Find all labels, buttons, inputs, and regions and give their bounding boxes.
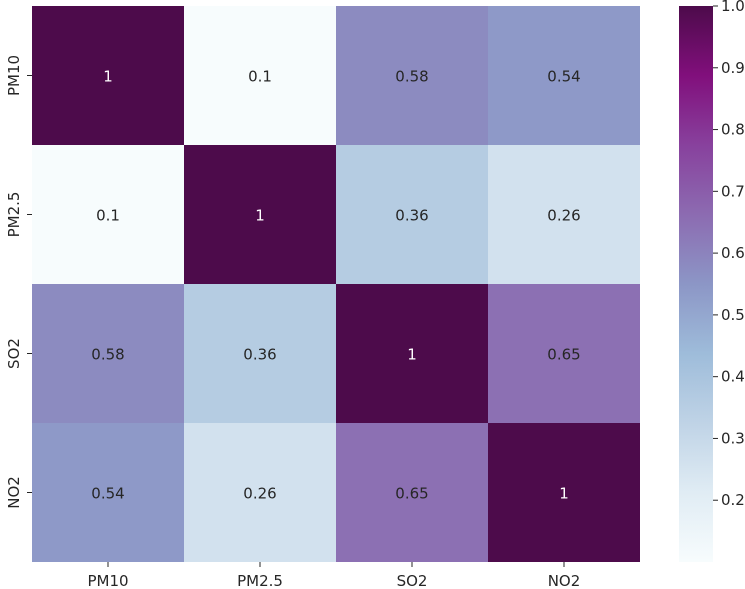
colorbar-tick-label: 0.3 — [721, 429, 745, 447]
heatmap-cell — [488, 284, 640, 423]
x-tick-label: SO2 — [397, 572, 428, 589]
heatmap-cell — [184, 6, 336, 145]
cell-value-label: 0.26 — [547, 207, 580, 225]
y-axis: PM10 PM2.5 SO2 NO2 — [5, 55, 32, 509]
y-tick-label: PM10 — [5, 55, 23, 96]
x-axis: PM10 PM2.5 SO2 NO2 — [87, 562, 580, 589]
heatmap-cell — [488, 6, 640, 145]
heatmap-cell — [488, 423, 640, 562]
x-tick-label: NO2 — [548, 572, 581, 589]
heatmap-cell — [184, 423, 336, 562]
heatmap-cell — [336, 423, 488, 562]
colorbar-tick-label: 0.2 — [721, 491, 745, 509]
heatmap-cell — [336, 145, 488, 284]
cell-value-label: 1 — [103, 68, 113, 86]
cell-value-label: 0.36 — [395, 207, 428, 225]
heatmap-cell — [32, 6, 184, 145]
colorbar-tick-label: 0.9 — [721, 59, 745, 77]
colorbar-tick-label: 0.5 — [721, 306, 745, 324]
colorbar-tick-label: 0.4 — [721, 368, 745, 386]
cell-value-label: 0.65 — [395, 485, 428, 503]
heatmap-cell — [32, 145, 184, 284]
colorbar-ticks: 0.2 0.3 0.4 0.5 0.6 0.7 0.8 0.9 1.0 — [713, 0, 745, 509]
x-tick-label: PM10 — [87, 572, 128, 589]
cell-value-label: 0.1 — [248, 68, 272, 86]
cell-value-label: 0.58 — [91, 346, 124, 364]
heatmap-cell — [184, 284, 336, 423]
cell-value-label: 0.58 — [395, 68, 428, 86]
heatmap-cell — [336, 284, 488, 423]
cell-value-label: 1 — [559, 485, 569, 503]
cell-value-label: 0.54 — [547, 68, 580, 86]
colorbar-gradient — [679, 6, 713, 562]
colorbar-tick-label: 0.7 — [721, 182, 745, 200]
cell-value-label: 0.26 — [243, 485, 276, 503]
heatmap-cell — [336, 6, 488, 145]
y-tick-label: NO2 — [5, 476, 23, 509]
x-tick-label: PM2.5 — [237, 572, 283, 589]
heatmap-cell — [488, 145, 640, 284]
cell-value-label: 0.36 — [243, 346, 276, 364]
colorbar-tick-label: 1.0 — [721, 0, 745, 15]
cell-value-label: 0.1 — [96, 207, 120, 225]
cell-value-label: 1 — [407, 346, 417, 364]
heatmap-cell — [32, 423, 184, 562]
colorbar-tick-label: 0.6 — [721, 244, 745, 262]
colorbar: 0.2 0.3 0.4 0.5 0.6 0.7 0.8 0.9 1.0 — [679, 0, 745, 562]
heatmap-cell — [32, 284, 184, 423]
y-tick-label: PM2.5 — [5, 192, 23, 238]
heatmap-cells: 1 0.1 0.58 0.54 0.1 1 0.36 0.26 0.58 0.36 1 0.65 0.5… — [32, 6, 640, 562]
cell-value-label: 1 — [255, 207, 265, 225]
heatmap-cell — [184, 145, 336, 284]
y-tick-label: SO2 — [5, 338, 23, 369]
cell-value-label: 0.65 — [547, 346, 580, 364]
colorbar-tick-label: 0.8 — [721, 121, 745, 139]
cell-value-label: 0.54 — [91, 485, 124, 503]
